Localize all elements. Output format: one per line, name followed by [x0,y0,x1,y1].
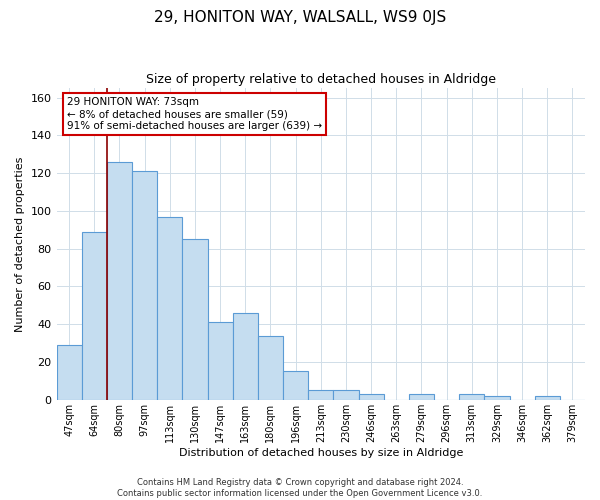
Text: 29 HONITON WAY: 73sqm
← 8% of detached houses are smaller (59)
91% of semi-detac: 29 HONITON WAY: 73sqm ← 8% of detached h… [67,98,322,130]
X-axis label: Distribution of detached houses by size in Aldridge: Distribution of detached houses by size … [179,448,463,458]
Bar [107,162,132,400]
Bar [182,239,208,400]
Bar [535,396,560,400]
Bar [132,171,157,400]
Text: 29, HONITON WAY, WALSALL, WS9 0JS: 29, HONITON WAY, WALSALL, WS9 0JS [154,10,446,25]
Text: Contains HM Land Registry data © Crown copyright and database right 2024.
Contai: Contains HM Land Registry data © Crown c… [118,478,482,498]
Bar [233,313,258,400]
Bar [359,394,383,400]
Bar [82,232,107,400]
Bar [208,322,233,400]
Bar [283,372,308,400]
Title: Size of property relative to detached houses in Aldridge: Size of property relative to detached ho… [146,72,496,86]
Y-axis label: Number of detached properties: Number of detached properties [15,156,25,332]
Bar [56,345,82,400]
Bar [157,216,182,400]
Bar [334,390,359,400]
Bar [484,396,509,400]
Bar [459,394,484,400]
Bar [308,390,334,400]
Bar [258,336,283,400]
Bar [409,394,434,400]
